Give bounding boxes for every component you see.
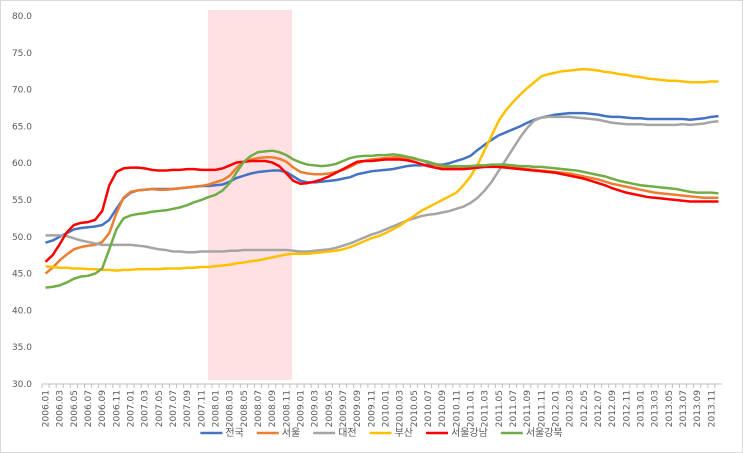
x-tick-label: 2010.09 [438, 390, 448, 427]
series-line [44, 156, 719, 275]
x-tick-label: 2008.03 [226, 390, 236, 427]
x-tick-label: 2008.07 [254, 390, 264, 427]
x-tick-label: 2007.01 [127, 390, 137, 427]
x-tick-label: 2013.01 [637, 390, 647, 427]
x-tick-label: 2009.07 [339, 390, 349, 427]
x-tick-label: 2010.07 [424, 390, 434, 427]
x-tick-label: 2013.09 [693, 390, 703, 427]
x-tick-label: 2013.03 [651, 390, 661, 427]
x-tick-label: 2008.05 [240, 390, 250, 427]
y-tick-label: 55.0 [12, 196, 32, 206]
x-tick-label: 2010.05 [410, 390, 420, 427]
highlight-region [208, 10, 292, 380]
legend-label: 서울강남 [451, 427, 488, 439]
series-line [45, 115, 719, 254]
x-tick-label: 2012.03 [566, 390, 576, 427]
x-tick-label: 2010.01 [382, 390, 392, 427]
y-tick-label: 35.0 [12, 343, 32, 353]
x-tick-label: 2012.01 [552, 390, 562, 427]
x-tick-label: 2006.01 [42, 390, 52, 427]
x-tick-label: 2009.01 [297, 390, 307, 427]
x-tick-label: 2006.05 [70, 390, 80, 427]
x-tick-label: 2012.05 [580, 390, 590, 427]
legend-label: 대전 [338, 427, 356, 439]
x-tick-label: 2013.07 [679, 390, 689, 427]
y-tick-label: 50.0 [12, 233, 32, 243]
x-tick-label: 2011.07 [509, 390, 519, 427]
legend-label: 부산 [395, 427, 413, 439]
x-tick-label: 2006.07 [84, 390, 94, 427]
x-tick-label: 2007.09 [183, 390, 193, 427]
y-tick-label: 65.0 [12, 122, 32, 132]
y-tick-label: 45.0 [12, 270, 32, 280]
x-tick-label: 2011.09 [523, 390, 533, 427]
x-tick-label: 2011.03 [481, 390, 491, 427]
y-tick-label: 75.0 [12, 49, 32, 59]
x-tick-label: 2011.01 [467, 390, 477, 427]
legend-label: 서울 [282, 427, 300, 439]
x-tick-label: 2007.11 [197, 390, 207, 427]
x-tick-label: 2009.05 [325, 390, 335, 427]
x-tick-label: 2010.03 [396, 390, 406, 427]
series-line [44, 158, 719, 263]
y-tick-label: 30.0 [12, 380, 32, 390]
x-tick-label: 2013.11 [707, 390, 717, 427]
x-tick-label: 2012.07 [594, 390, 604, 427]
x-tick-label: 2006.11 [112, 390, 122, 427]
series-line [45, 149, 719, 289]
x-tick-label: 2007.07 [169, 390, 179, 427]
x-tick-label: 2012.11 [622, 390, 632, 427]
x-tick-label: 2006.03 [56, 390, 66, 427]
x-tick-label: 2009.03 [311, 390, 321, 427]
x-tick-label: 2008.01 [212, 390, 222, 427]
x-tick-label: 2012.09 [608, 390, 618, 427]
x-tick-label: 2011.05 [495, 390, 505, 427]
x-tick-label: 2007.05 [155, 390, 165, 427]
y-tick-label: 60.0 [12, 159, 32, 169]
x-tick-label: 2013.05 [665, 390, 675, 427]
x-tick-label: 2009.09 [353, 390, 363, 427]
x-tick-label: 2006.09 [98, 390, 108, 427]
x-tick-label: 2009.11 [367, 390, 377, 427]
x-tick-label: 2010.11 [452, 390, 462, 427]
x-tick-label: 2011.11 [537, 390, 547, 427]
legend-label: 전국 [225, 427, 243, 439]
legend-label: 서울강북 [526, 427, 563, 439]
y-tick-label: 40.0 [12, 306, 32, 316]
series-line [45, 67, 719, 272]
x-tick-label: 2008.11 [282, 390, 292, 427]
x-tick-label: 2007.03 [141, 390, 151, 427]
y-tick-label: 70.0 [12, 86, 32, 96]
x-tick-label: 2008.09 [268, 390, 278, 427]
y-tick-label: 80.0 [12, 12, 32, 22]
